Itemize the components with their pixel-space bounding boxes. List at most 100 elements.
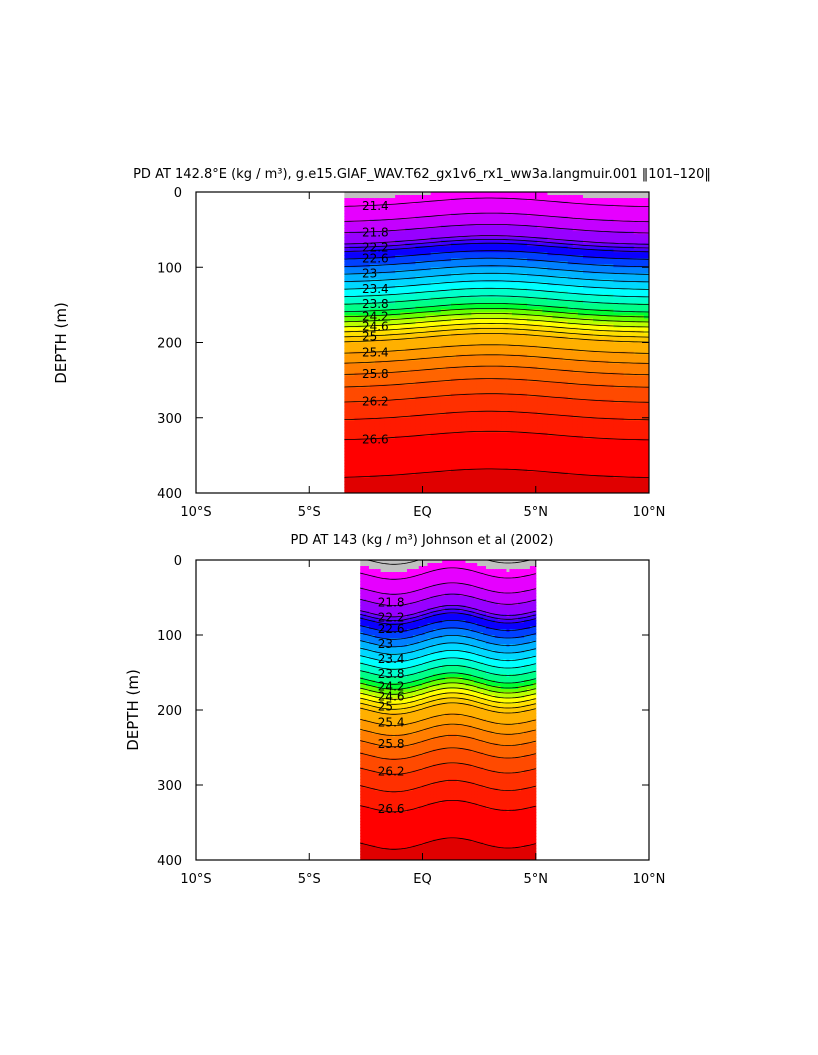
field-cell — [379, 471, 386, 476]
field-cell — [542, 243, 549, 247]
field-cell — [572, 330, 579, 335]
field-cell — [445, 444, 452, 449]
field-cell — [430, 363, 437, 368]
field-cell — [440, 246, 447, 250]
field-cell — [384, 402, 391, 407]
field-cell — [435, 207, 442, 211]
field-cell — [395, 483, 401, 488]
field-cell — [390, 471, 396, 476]
field-cell — [461, 288, 467, 292]
field-cell — [359, 327, 366, 332]
field-cell — [369, 330, 376, 335]
field-cell — [405, 300, 411, 304]
field-cell — [562, 324, 569, 329]
field-cell — [440, 462, 447, 467]
field-cell — [496, 282, 503, 286]
field-cell — [395, 234, 401, 238]
field-cell — [344, 279, 351, 283]
field-cell — [527, 351, 533, 356]
field-cell — [532, 228, 538, 232]
field-cell — [511, 336, 518, 341]
field-cell — [395, 345, 401, 350]
field-cell — [344, 285, 351, 289]
field-cell — [415, 486, 422, 491]
field-cell — [511, 357, 518, 362]
field-cell — [466, 297, 472, 301]
field-cell — [582, 306, 589, 310]
field-cell — [425, 246, 432, 250]
field-cell — [552, 240, 559, 244]
field-cell — [374, 471, 381, 476]
field-cell — [476, 480, 483, 485]
field-cell — [384, 477, 391, 482]
field-cell — [384, 378, 391, 383]
field-cell — [506, 216, 513, 220]
field-cell — [410, 267, 417, 271]
field-cell — [359, 258, 366, 262]
field-cell — [532, 210, 538, 214]
field-cell — [466, 222, 472, 226]
field-cell — [481, 456, 488, 461]
field-cell — [379, 357, 386, 362]
field-cell — [557, 255, 564, 259]
field-cell — [364, 252, 371, 256]
field-cell — [461, 414, 467, 419]
field-cell — [349, 300, 356, 304]
field-cell — [430, 420, 437, 425]
field-cell — [430, 414, 437, 419]
field-cell — [344, 405, 351, 410]
field-cell — [374, 192, 381, 196]
field-cell — [461, 321, 467, 326]
field-cell — [577, 420, 584, 425]
field-cell — [364, 408, 371, 413]
field-cell — [369, 378, 376, 383]
field-cell — [572, 336, 579, 341]
field-cell — [582, 414, 589, 419]
field-cell — [537, 396, 543, 401]
field-cell — [481, 288, 488, 292]
field-cell — [476, 363, 483, 368]
field-cell — [359, 213, 366, 217]
field-cell — [456, 276, 462, 280]
field-cell — [430, 213, 437, 217]
field-cell — [425, 411, 432, 416]
field-cell — [445, 375, 452, 380]
field-cell — [567, 477, 574, 482]
field-cell — [593, 345, 599, 350]
field-cell — [390, 480, 396, 485]
field-cell — [486, 261, 493, 265]
field-cell — [542, 267, 549, 271]
field-cell — [384, 315, 391, 320]
field-cell — [344, 300, 351, 304]
field-cell — [354, 225, 361, 229]
field-cell — [547, 393, 554, 398]
field-cell — [496, 414, 503, 419]
field-cell — [593, 387, 599, 392]
field-cell — [572, 384, 579, 389]
field-cell — [344, 240, 351, 244]
field-cell — [547, 444, 554, 449]
field-cell — [557, 465, 564, 470]
field-cell — [516, 261, 523, 265]
field-cell — [435, 282, 442, 286]
field-cell — [552, 393, 559, 398]
field-cell — [506, 267, 513, 271]
field-cell — [527, 285, 533, 289]
field-cell — [496, 210, 503, 214]
field-cell — [415, 198, 422, 202]
field-cell — [572, 276, 579, 280]
field-cell — [552, 468, 559, 473]
field-cell — [547, 198, 554, 202]
field-cell — [400, 351, 406, 356]
field-cell — [415, 390, 422, 395]
field-cell — [425, 453, 432, 458]
field-cell — [410, 372, 417, 377]
field-cell — [527, 474, 533, 479]
field-cell — [354, 327, 361, 332]
field-cell — [450, 360, 457, 365]
field-cell — [593, 420, 599, 425]
field-cell — [516, 318, 523, 323]
field-cell — [486, 258, 493, 262]
field-cell — [486, 243, 493, 247]
field-cell — [593, 306, 599, 310]
